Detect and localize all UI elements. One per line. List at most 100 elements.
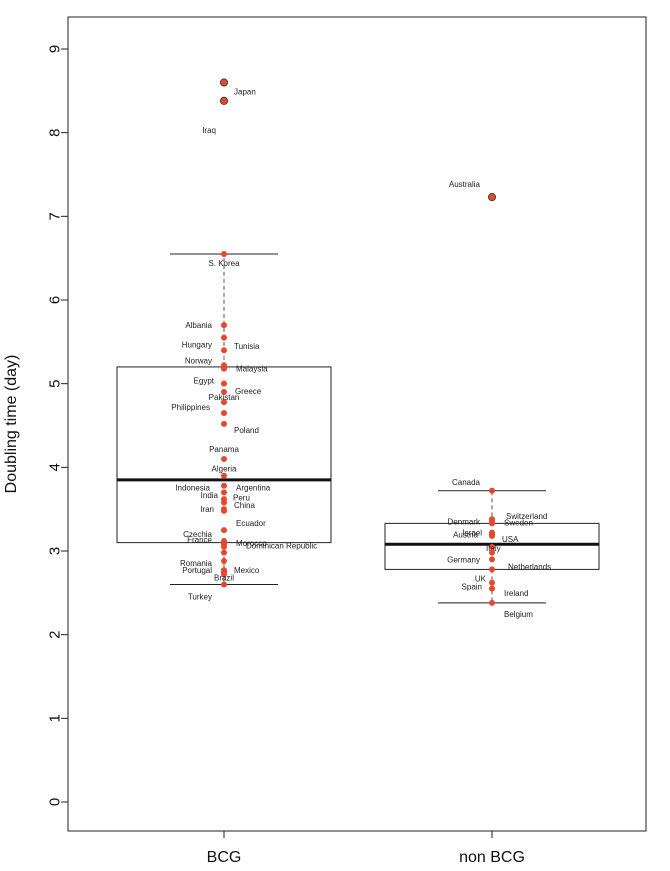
point-label: Malaysia bbox=[236, 365, 268, 374]
outlier-point bbox=[219, 96, 229, 105]
data-point bbox=[221, 409, 227, 416]
data-point bbox=[489, 487, 495, 494]
y-tick-label: 9 bbox=[46, 45, 63, 53]
point-label: Germany bbox=[447, 556, 480, 565]
y-axis-title: Doubling time (day) bbox=[3, 355, 20, 494]
data-point bbox=[221, 581, 227, 588]
point-label: Hungary bbox=[182, 341, 212, 350]
point-label: Czechia bbox=[183, 530, 212, 539]
point-label: Switzerland bbox=[506, 512, 547, 521]
data-point bbox=[221, 549, 227, 556]
point-label: Algeria bbox=[212, 465, 237, 474]
data-point bbox=[221, 347, 227, 354]
point-label: USA bbox=[502, 535, 519, 544]
data-point bbox=[489, 532, 495, 539]
point-label: France bbox=[187, 535, 212, 544]
y-tick-label: 1 bbox=[46, 714, 63, 722]
y-tick-label: 2 bbox=[46, 630, 63, 638]
box-groups: Japan Iraq S. Korea Albania Hungary Tunisia No… bbox=[116, 78, 600, 619]
data-point bbox=[489, 599, 495, 606]
point-label: Tunisia bbox=[234, 342, 260, 351]
y-tick-label: 6 bbox=[46, 296, 63, 304]
outlier-point bbox=[487, 192, 497, 202]
point-label: Belgium bbox=[504, 610, 533, 619]
data-point bbox=[221, 420, 227, 427]
data-point bbox=[221, 499, 227, 506]
data-point bbox=[221, 558, 227, 565]
point-label: Iran bbox=[200, 505, 214, 514]
data-point bbox=[221, 250, 227, 257]
point-label: Argentina bbox=[236, 484, 271, 493]
data-point bbox=[221, 472, 227, 479]
data-point bbox=[221, 571, 227, 578]
data-point bbox=[489, 585, 495, 592]
point-label: S. Korea bbox=[208, 259, 240, 268]
point-label: Japan bbox=[234, 87, 256, 96]
box-group: Japan Iraq S. Korea Albania Hungary Tunisia No… bbox=[116, 78, 332, 601]
data-point bbox=[489, 543, 495, 550]
point-label: Romania bbox=[180, 559, 213, 568]
data-point bbox=[221, 507, 227, 514]
data-point bbox=[221, 482, 227, 489]
point-label: India bbox=[201, 491, 219, 500]
data-point bbox=[489, 579, 495, 586]
point-label: Canada bbox=[452, 478, 481, 487]
point-label: Greece bbox=[235, 387, 262, 396]
data-point bbox=[489, 549, 495, 556]
y-tick-label: 0 bbox=[46, 798, 63, 806]
data-point bbox=[221, 489, 227, 496]
point-label: Iraq bbox=[202, 126, 216, 135]
point-label: China bbox=[234, 501, 255, 510]
y-tick-label: 5 bbox=[46, 379, 63, 387]
point-label: Netherlands bbox=[508, 562, 551, 571]
data-point bbox=[489, 520, 495, 527]
point-label: Portugal bbox=[182, 566, 212, 575]
x-category-label: BCG bbox=[207, 849, 242, 866]
data-point bbox=[221, 380, 227, 387]
data-point bbox=[489, 556, 495, 563]
data-point bbox=[221, 334, 227, 341]
y-axis: 0 1 2 3 4 5 6 7 8 9 bbox=[46, 45, 68, 806]
point-label: Brazil bbox=[214, 573, 234, 582]
x-category-label: non BCG bbox=[459, 849, 525, 866]
data-point bbox=[221, 455, 227, 462]
y-tick-label: 7 bbox=[46, 212, 63, 220]
point-label: Panama bbox=[209, 445, 239, 454]
point-label: Peru bbox=[233, 493, 250, 502]
point-label: Spain bbox=[462, 583, 482, 592]
data-point bbox=[221, 543, 227, 550]
point-label: Turkey bbox=[188, 592, 212, 601]
data-point bbox=[221, 399, 227, 406]
point-label: Ecuador bbox=[236, 519, 266, 528]
point-label: Austria bbox=[453, 530, 478, 539]
data-point bbox=[489, 566, 495, 573]
point-label: Indonesia bbox=[175, 483, 210, 492]
point-label: Egypt bbox=[194, 377, 215, 386]
point-label: Australia bbox=[449, 180, 481, 189]
data-point bbox=[221, 322, 227, 329]
point-label: Denmark bbox=[448, 517, 481, 526]
point-label: Norway bbox=[185, 356, 212, 365]
point-label: Dominican Republic bbox=[246, 542, 317, 551]
data-point bbox=[221, 389, 227, 396]
point-label: Albania bbox=[185, 321, 212, 330]
point-label: Mexico bbox=[234, 566, 260, 575]
y-tick-label: 8 bbox=[46, 128, 63, 136]
point-label: Israel bbox=[462, 529, 482, 538]
plot-frame bbox=[67, 16, 647, 832]
point-label: Poland bbox=[234, 426, 259, 435]
y-tick-label: 3 bbox=[46, 547, 63, 555]
outlier-point bbox=[219, 78, 229, 87]
point-label: Italy bbox=[486, 544, 501, 553]
point-label: Sweden bbox=[504, 519, 533, 528]
point-label: Philippines bbox=[171, 403, 210, 412]
point-label: Ireland bbox=[504, 589, 528, 598]
point-label: UK bbox=[475, 574, 487, 583]
data-point bbox=[221, 365, 227, 372]
x-axis: BCG non BCG bbox=[207, 831, 525, 866]
point-label: Morocco bbox=[236, 539, 267, 548]
point-label: Pakistan bbox=[209, 393, 240, 402]
data-point bbox=[221, 527, 227, 534]
